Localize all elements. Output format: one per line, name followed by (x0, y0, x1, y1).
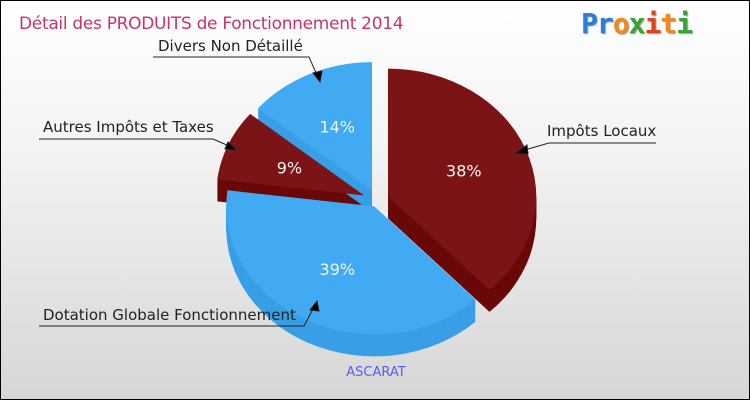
slice-label-dotation: Dotation Globale Fonctionnement (43, 306, 296, 324)
commune-name: ASCARAT (346, 365, 406, 380)
slice-label-autres: Autres Impôts et Taxes (43, 118, 214, 136)
leader-arrow (312, 70, 323, 84)
pie-slice (257, 62, 372, 191)
leader-dotation (39, 306, 315, 327)
leader-arrow (514, 144, 529, 155)
slice-label-impots-locaux: Impôts Locaux (547, 122, 657, 140)
leader-divers (153, 56, 318, 76)
leader-arrow (309, 299, 320, 312)
logo-letter: r (596, 7, 614, 40)
slice-percent-label: 39% (320, 260, 356, 279)
slice-percent-label: 9% (277, 158, 302, 177)
slice-percent-label: 38% (446, 162, 482, 181)
slice-label-divers: Divers Non Détaillé (158, 37, 303, 55)
logo-letter: P (581, 7, 598, 40)
slice-percent-label: 14% (319, 117, 355, 136)
logo-letter: i (644, 7, 661, 40)
pie-slice (388, 68, 537, 290)
logo-letter: i (676, 7, 693, 40)
leader-impots-locaux (520, 142, 656, 152)
pie-slice (226, 190, 476, 335)
logo-letter: o (612, 7, 630, 40)
chart-title: Détail des PRODUITS de Fonctionnement 20… (19, 14, 404, 34)
leader-autres (39, 138, 230, 147)
logo-letter: t (660, 7, 677, 40)
pie-slice (217, 113, 365, 196)
logo-letter: x (628, 7, 646, 40)
leader-arrow (224, 141, 238, 151)
proxiti-logo: Proxiti (581, 7, 693, 40)
